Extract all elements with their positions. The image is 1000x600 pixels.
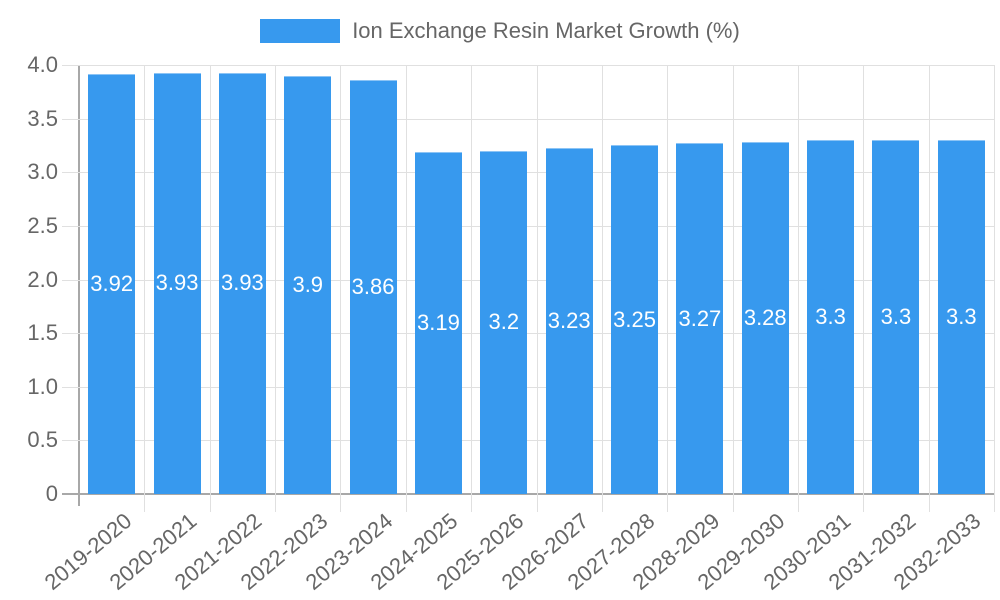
bar-value-label: 3.28 <box>743 305 787 331</box>
gridline-horizontal <box>62 172 994 173</box>
y-tick-label: 3.0 <box>27 159 58 184</box>
bar[interactable] <box>88 74 135 494</box>
gridline-vertical <box>275 65 276 512</box>
bar-value-label: 3.3 <box>815 304 846 330</box>
gridline-vertical <box>667 65 668 512</box>
bar[interactable] <box>350 80 397 494</box>
bar-value-label: 3.19 <box>417 309 460 335</box>
gridline-vertical <box>406 65 407 512</box>
gridline-vertical <box>733 65 734 512</box>
gridline-vertical <box>929 65 930 512</box>
bar-value-label: 3.27 <box>678 305 722 331</box>
bar-value-label: 3.2 <box>488 309 520 335</box>
bar[interactable] <box>938 140 985 494</box>
y-tick-label: 0 <box>45 481 58 506</box>
legend-label: Ion Exchange Resin Market Growth (%) <box>352 18 740 43</box>
bar[interactable] <box>611 145 658 494</box>
gridline-horizontal <box>62 280 994 281</box>
gridline-vertical <box>144 65 145 512</box>
bar-value-label: 3.23 <box>547 307 591 333</box>
bar[interactable] <box>742 142 789 494</box>
bar[interactable] <box>219 73 266 494</box>
bar[interactable] <box>415 152 462 494</box>
y-axis <box>78 65 80 506</box>
bar[interactable] <box>546 148 593 494</box>
bar[interactable] <box>872 140 919 494</box>
y-tick-label: 1.0 <box>27 374 58 399</box>
y-tick-label: 2.0 <box>27 267 58 292</box>
gridline-vertical <box>471 65 472 512</box>
bar-value-label: 3.92 <box>90 270 134 296</box>
bar-value-label: 3.3 <box>880 304 912 330</box>
bar[interactable] <box>676 143 723 494</box>
bar[interactable] <box>807 140 854 494</box>
legend-swatch <box>260 19 341 43</box>
bar-value-label: 3.9 <box>292 271 324 297</box>
bar-value-label: 3.3 <box>946 304 977 330</box>
x-axis <box>62 493 994 495</box>
legend[interactable]: Ion Exchange Resin Market Growth (%) <box>0 18 1000 44</box>
gridline-horizontal <box>62 333 994 334</box>
gridline-vertical <box>863 65 864 512</box>
bar-value-label: 3.25 <box>613 306 656 332</box>
y-tick-label: 3.5 <box>27 106 58 131</box>
bar-value-label: 3.93 <box>220 270 264 296</box>
gridline-horizontal <box>62 226 994 227</box>
y-tick-label: 1.5 <box>27 320 58 345</box>
gridline-vertical <box>798 65 799 512</box>
gridline-vertical <box>602 65 603 512</box>
gridline-horizontal <box>62 440 994 441</box>
gridline-vertical <box>994 65 995 512</box>
gridline-vertical <box>340 65 341 512</box>
bar[interactable] <box>284 76 331 494</box>
bar[interactable] <box>154 73 201 494</box>
gridline-vertical <box>210 65 211 512</box>
gridline-horizontal <box>62 387 994 388</box>
y-tick-label: 2.5 <box>27 213 58 238</box>
y-tick-label: 0.5 <box>27 427 58 452</box>
gridline-vertical <box>537 65 538 512</box>
bar-value-label: 3.86 <box>351 274 395 299</box>
bar[interactable] <box>480 151 527 494</box>
bar-value-label: 3.93 <box>155 270 199 296</box>
gridline-horizontal <box>62 119 994 120</box>
y-tick-label: 4.0 <box>27 52 58 77</box>
gridline-horizontal <box>62 65 994 66</box>
